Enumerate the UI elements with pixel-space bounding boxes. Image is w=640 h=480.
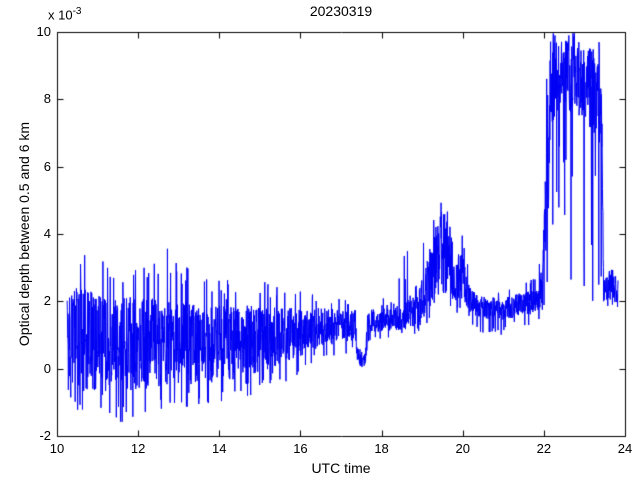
x-tick-label: 12 bbox=[130, 441, 146, 456]
y-tick-label: 6 bbox=[43, 158, 51, 174]
x-tick-label: 10 bbox=[49, 441, 65, 456]
chart-title: 20230319 bbox=[309, 3, 373, 19]
x-tick-label: 18 bbox=[374, 441, 389, 456]
y-axis-exponent: x 10-3 bbox=[48, 6, 81, 22]
y-tick-label: 8 bbox=[43, 91, 51, 107]
y-tick-label: 4 bbox=[43, 226, 51, 241]
x-tick-label: 22 bbox=[536, 441, 552, 456]
y-tick-label: 2 bbox=[43, 293, 51, 309]
x-tick-label: 20 bbox=[455, 441, 470, 456]
x-tick-label: 16 bbox=[293, 441, 308, 456]
x-tick-label: 14 bbox=[212, 441, 227, 456]
y-tick-label: -2 bbox=[39, 428, 51, 443]
y-axis-exponent-base: x 10 bbox=[48, 7, 73, 23]
y-tick-label: 10 bbox=[36, 24, 51, 39]
y-tick-label: 0 bbox=[43, 360, 51, 376]
x-tick-label: 24 bbox=[617, 441, 633, 456]
y-axis-exponent-power: -3 bbox=[72, 6, 82, 17]
x-axis-label: UTC time bbox=[311, 460, 371, 476]
